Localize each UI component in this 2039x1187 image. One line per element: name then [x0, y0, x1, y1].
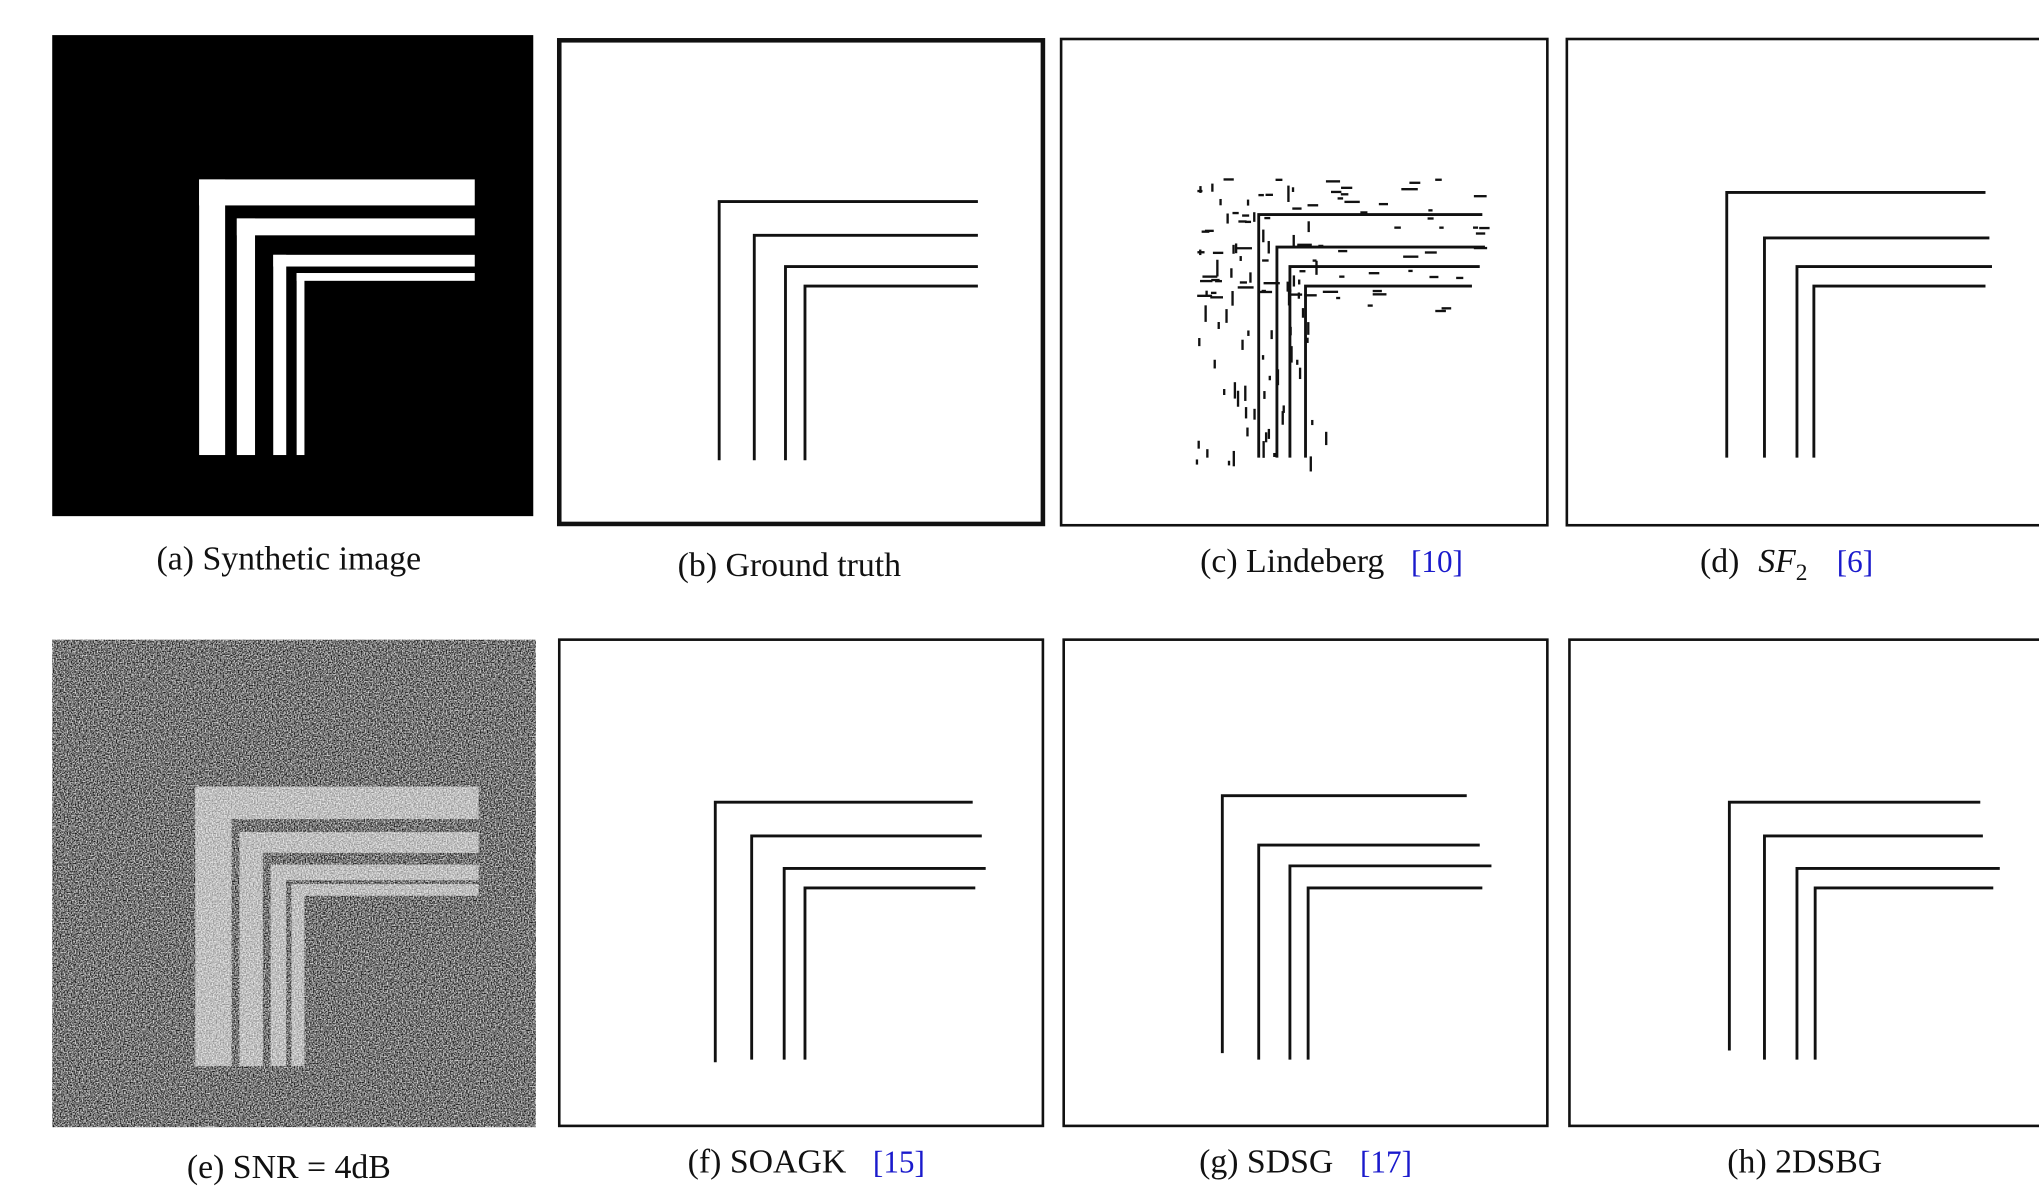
caption: (g) SDSG [17] [1199, 1144, 1412, 1181]
caption: (a) Synthetic image [157, 540, 422, 577]
caption: (d) SF2 [6] [1700, 543, 1873, 588]
ground-truth [556, 38, 1046, 527]
2dsbg-result [1568, 638, 2039, 1128]
citation: [17] [1360, 1145, 1412, 1180]
citation: [6] [1837, 544, 1873, 579]
caption: (b) Ground truth [678, 547, 901, 584]
synthetic-image [52, 35, 534, 517]
soagk-result [557, 638, 1045, 1128]
caption-label: (c) Lindeberg [1200, 543, 1384, 580]
caption: (e) SNR = 4dB [187, 1149, 391, 1186]
sdsg-result [1062, 638, 1549, 1128]
caption-label: (d) [1700, 543, 1739, 580]
caption-math-sub: 2 [1796, 560, 1808, 586]
lindeberg-result [1059, 37, 1549, 527]
citation: [10] [1411, 544, 1463, 579]
noisy-image [52, 639, 536, 1128]
citation: [15] [873, 1145, 925, 1180]
caption: (f) SOAGK [15] [688, 1144, 925, 1181]
sf2-result [1565, 37, 2039, 527]
caption-math: SF [1758, 543, 1796, 580]
caption-label: (g) SDSG [1199, 1144, 1333, 1181]
caption: (c) Lindeberg [10] [1200, 543, 1463, 580]
caption: (h) 2DSBG [1727, 1144, 1882, 1181]
caption-label: (f) SOAGK [688, 1144, 847, 1181]
